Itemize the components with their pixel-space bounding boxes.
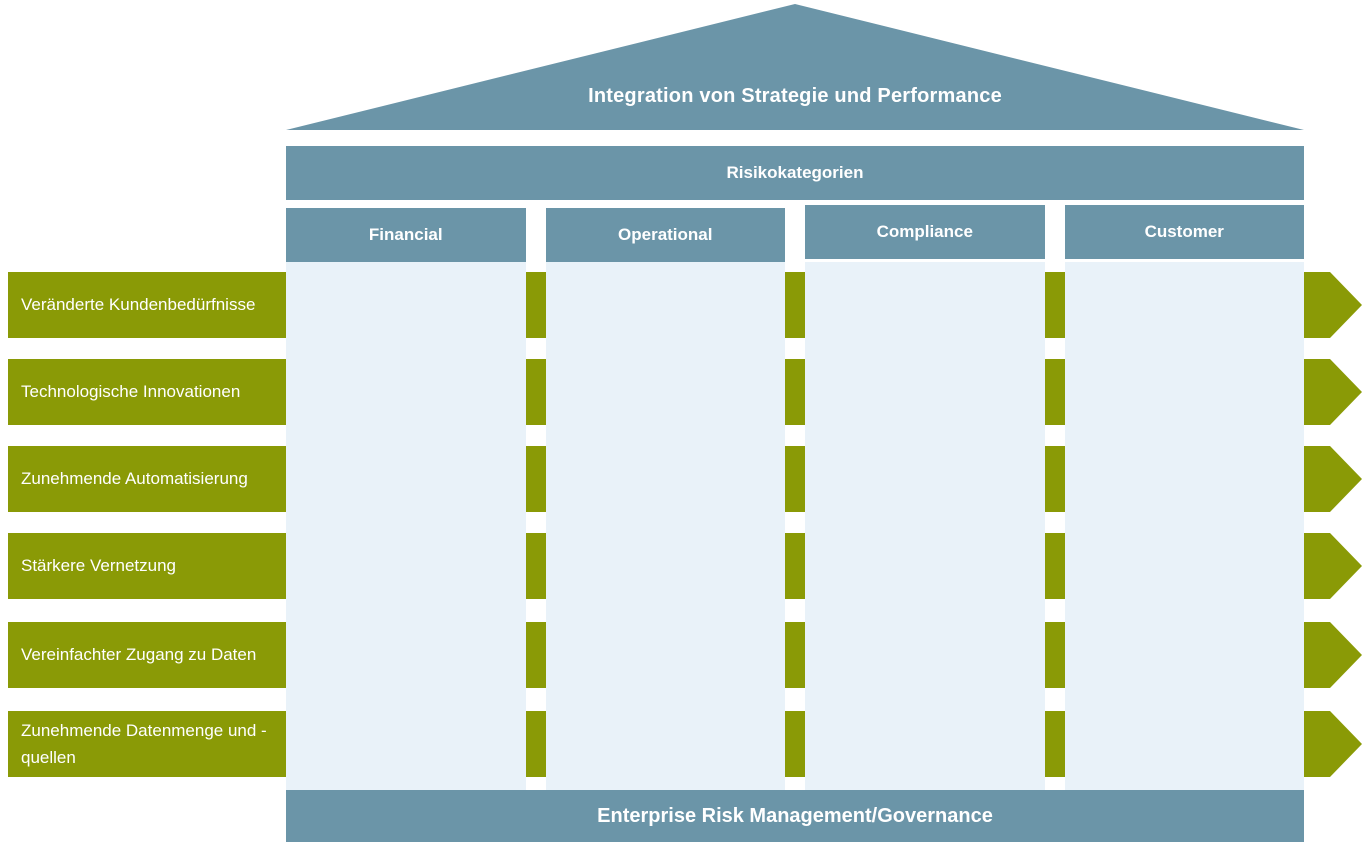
pillar-header-compliance: Compliance: [805, 205, 1045, 259]
driver-label: Vereinfachter Zugang zu Daten: [21, 645, 257, 665]
pillar-financial: Financial: [286, 208, 526, 790]
roof-integration-banner: Integration von Strategie und Performanc…: [286, 4, 1304, 130]
pillar-columns: Financial Operational Compliance Custome…: [286, 205, 1304, 790]
pillar-body-customer: [1064, 262, 1304, 790]
driver-label: Zunehmende Datenmenge und -quellen: [21, 720, 267, 767]
driver-label: Zunehmende Automatisierung: [21, 469, 248, 489]
pillar-header-financial: Financial: [286, 208, 526, 262]
foundation-bar: Enterprise Risk Management/Governance: [286, 790, 1304, 842]
pillar-header-customer: Customer: [1064, 205, 1304, 259]
pillar-customer: Customer: [1064, 205, 1304, 790]
driver-label: Technologische Innovationen: [21, 382, 241, 402]
pillar-header-operational: Operational: [545, 208, 785, 262]
foundation-label: Enterprise Risk Management/Governance: [597, 804, 993, 827]
pillar-body-compliance: [805, 262, 1045, 790]
risk-categories-bar: Risikokategorien: [286, 146, 1304, 200]
pillar-body-operational: [545, 262, 785, 790]
pillar-compliance: Compliance: [805, 205, 1045, 790]
pillar-operational: Operational: [545, 208, 785, 790]
driver-label: Veränderte Kundenbedürfnisse: [21, 295, 256, 315]
risk-categories-label: Risikokategorien: [726, 163, 864, 182]
pillar-body-financial: [286, 262, 526, 790]
driver-label: Stärkere Vernetzung: [21, 556, 176, 576]
roof-label: Integration von Strategie und Performanc…: [588, 85, 1002, 107]
